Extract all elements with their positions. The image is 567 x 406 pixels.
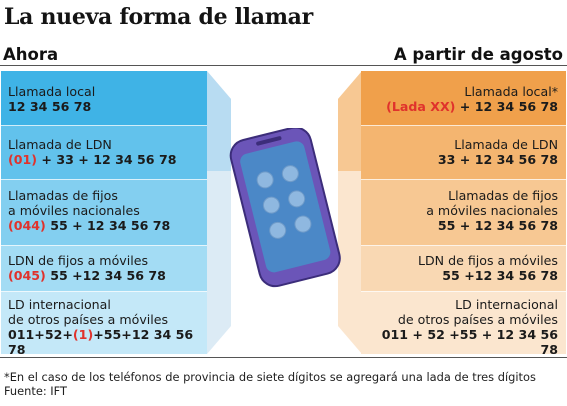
number-body: 33 + 12 34 56 78 [437, 152, 558, 167]
row-label: LD internacional [8, 297, 111, 312]
right-row: LDN de fijos a móviles 55 +12 34 56 78 [361, 253, 566, 283]
row-number: (Lada XX) + 12 34 56 78 [365, 99, 558, 114]
number-body: 55 + 12 34 56 78 [45, 218, 171, 233]
key-icon [294, 215, 312, 233]
bottom-divider [0, 357, 567, 358]
top-divider [0, 65, 567, 66]
prefix-highlight: (045) [8, 268, 46, 283]
footnote: *En el caso de los teléfonos de provinci… [4, 370, 536, 398]
prefix-highlight: (01) [8, 152, 38, 167]
left-row: LDN de fijos a móviles (045) 55 +12 34 56… [1, 253, 207, 283]
row-label: de otros países a móviles [397, 312, 558, 327]
row-number: 12 34 56 78 [8, 99, 200, 114]
prefix-highlight: (044) [8, 218, 46, 233]
number-body: 011 + 52 +55 + 12 34 56 78 [381, 327, 558, 357]
right-column-header: A partir de agosto [393, 45, 563, 64]
left-column-header: Ahora [3, 45, 59, 64]
phone-screen [240, 141, 331, 273]
row-label: LDN de fijos a móviles [417, 253, 558, 268]
row-number: (01) + 33 + 12 34 56 78 [8, 152, 200, 167]
right-row-background [361, 245, 566, 291]
row-label: Llamadas de fijos [448, 188, 558, 203]
row-label: Llamadas de fijos [8, 188, 118, 203]
row-number: 55 +12 34 56 78 [365, 268, 558, 283]
right-row: Llamada local* (Lada XX) + 12 34 56 78 [361, 84, 566, 114]
row-label: Llamada local* [464, 84, 558, 99]
left-connector [207, 71, 231, 354]
left-row: Llamadas de fijos a móviles nacionales (04… [1, 188, 207, 233]
key-icon [262, 196, 280, 214]
left-row-background [1, 71, 207, 125]
phone-speaker [256, 136, 282, 146]
phone-illustration [229, 128, 341, 288]
left-row-background [1, 245, 207, 291]
key-icon [288, 190, 306, 208]
prefix-highlight: (Lada XX) [386, 99, 456, 114]
number-pre: 011+52+ [8, 327, 73, 342]
row-label: LD internacional [455, 297, 558, 312]
right-row: LD internacional de otros países a móvile… [361, 297, 566, 357]
left-row: LD internacional de otros países a móvile… [1, 297, 207, 357]
number-body: 12 34 56 78 [8, 99, 92, 114]
prefix-highlight: (1) [72, 327, 94, 342]
number-body: + 33 + 12 34 56 78 [37, 152, 177, 167]
row-label: a móviles nacionales [426, 203, 558, 218]
right-row-background [361, 71, 566, 125]
key-icon [269, 221, 287, 239]
current-dialing-panel: Llamada local 12 34 56 78 Llamada de LDN (0… [1, 71, 207, 357]
left-row: Llamada de LDN (01) + 33 + 12 34 56 78 [1, 137, 207, 167]
row-number: 011 + 52 +55 + 12 34 56 78 [365, 327, 558, 357]
footnote-text: *En el caso de los teléfonos de provinci… [4, 370, 536, 384]
source-text: Fuente: IFT [4, 384, 67, 398]
number-body: 55 +12 34 56 78 [45, 268, 166, 283]
right-row-background [361, 291, 566, 354]
number-body: 55 +12 34 56 78 [442, 268, 558, 283]
row-label: de otros países a móviles [8, 312, 169, 327]
key-icon [256, 171, 274, 189]
row-number: (045) 55 +12 34 56 78 [8, 268, 200, 283]
row-number: 33 + 12 34 56 78 [365, 152, 558, 167]
row-number: (044) 55 + 12 34 56 78 [8, 218, 200, 233]
left-row-background [1, 291, 207, 354]
new-dialing-panel: Llamada local* (Lada XX) + 12 34 56 78 Lla… [361, 71, 566, 357]
page-title: La nueva forma de llamar [4, 4, 313, 30]
row-label: a móviles nacionales [8, 203, 140, 218]
right-connector [338, 71, 362, 354]
row-label: Llamada de LDN [454, 137, 558, 152]
number-body: 55 + 12 34 56 78 [437, 218, 558, 233]
number-body: + 12 34 56 78 [455, 99, 558, 114]
right-row: Llamada de LDN 33 + 12 34 56 78 [361, 137, 566, 167]
row-number: 011+52+(1)+55+12 34 56 78 [8, 327, 200, 357]
row-number: 55 + 12 34 56 78 [365, 218, 558, 233]
right-row-background [361, 125, 566, 179]
number-body: +55+12 34 56 78 [8, 327, 194, 357]
row-label: LDN de fijos a móviles [8, 253, 149, 268]
key-icon [281, 165, 299, 183]
left-row-background [1, 179, 207, 245]
right-row-background [361, 179, 566, 245]
right-row: Llamadas de fijos a móviles nacionales 55 … [361, 188, 566, 233]
left-row: Llamada local 12 34 56 78 [1, 84, 207, 114]
row-label: Llamada local [8, 84, 96, 99]
left-row-background [1, 125, 207, 179]
row-label: Llamada de LDN [8, 137, 112, 152]
